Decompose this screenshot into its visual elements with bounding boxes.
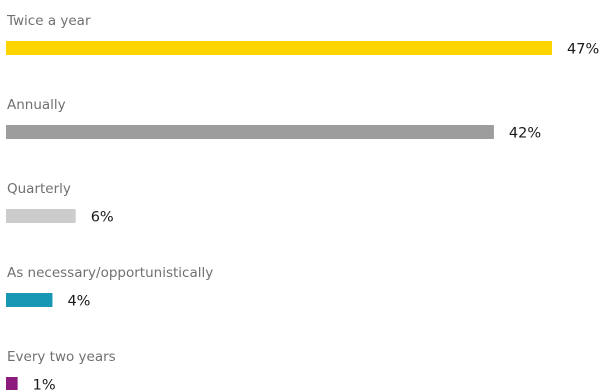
category-label-annually: Annually: [7, 97, 66, 113]
value-label-twice-a-year: 47%: [567, 42, 599, 58]
category-label-every-two-years: Every two years: [7, 349, 116, 365]
category-label-twice-a-year: Twice a year: [6, 13, 91, 29]
bar-as-necessary-opportunistically: [6, 293, 53, 307]
value-label-quarterly: 6%: [91, 210, 114, 226]
category-label-quarterly: Quarterly: [7, 181, 71, 197]
bar-every-two-years: [6, 377, 18, 390]
bar-annually: [6, 125, 494, 139]
bar-quarterly: [6, 209, 76, 223]
value-label-annually: 42%: [509, 126, 541, 142]
bar-twice-a-year: [6, 41, 552, 55]
value-label-as-necessary-opportunistically: 4%: [67, 294, 90, 310]
category-label-as-necessary-opportunistically: As necessary/opportunistically: [7, 265, 213, 281]
value-label-every-two-years: 1%: [33, 378, 56, 390]
